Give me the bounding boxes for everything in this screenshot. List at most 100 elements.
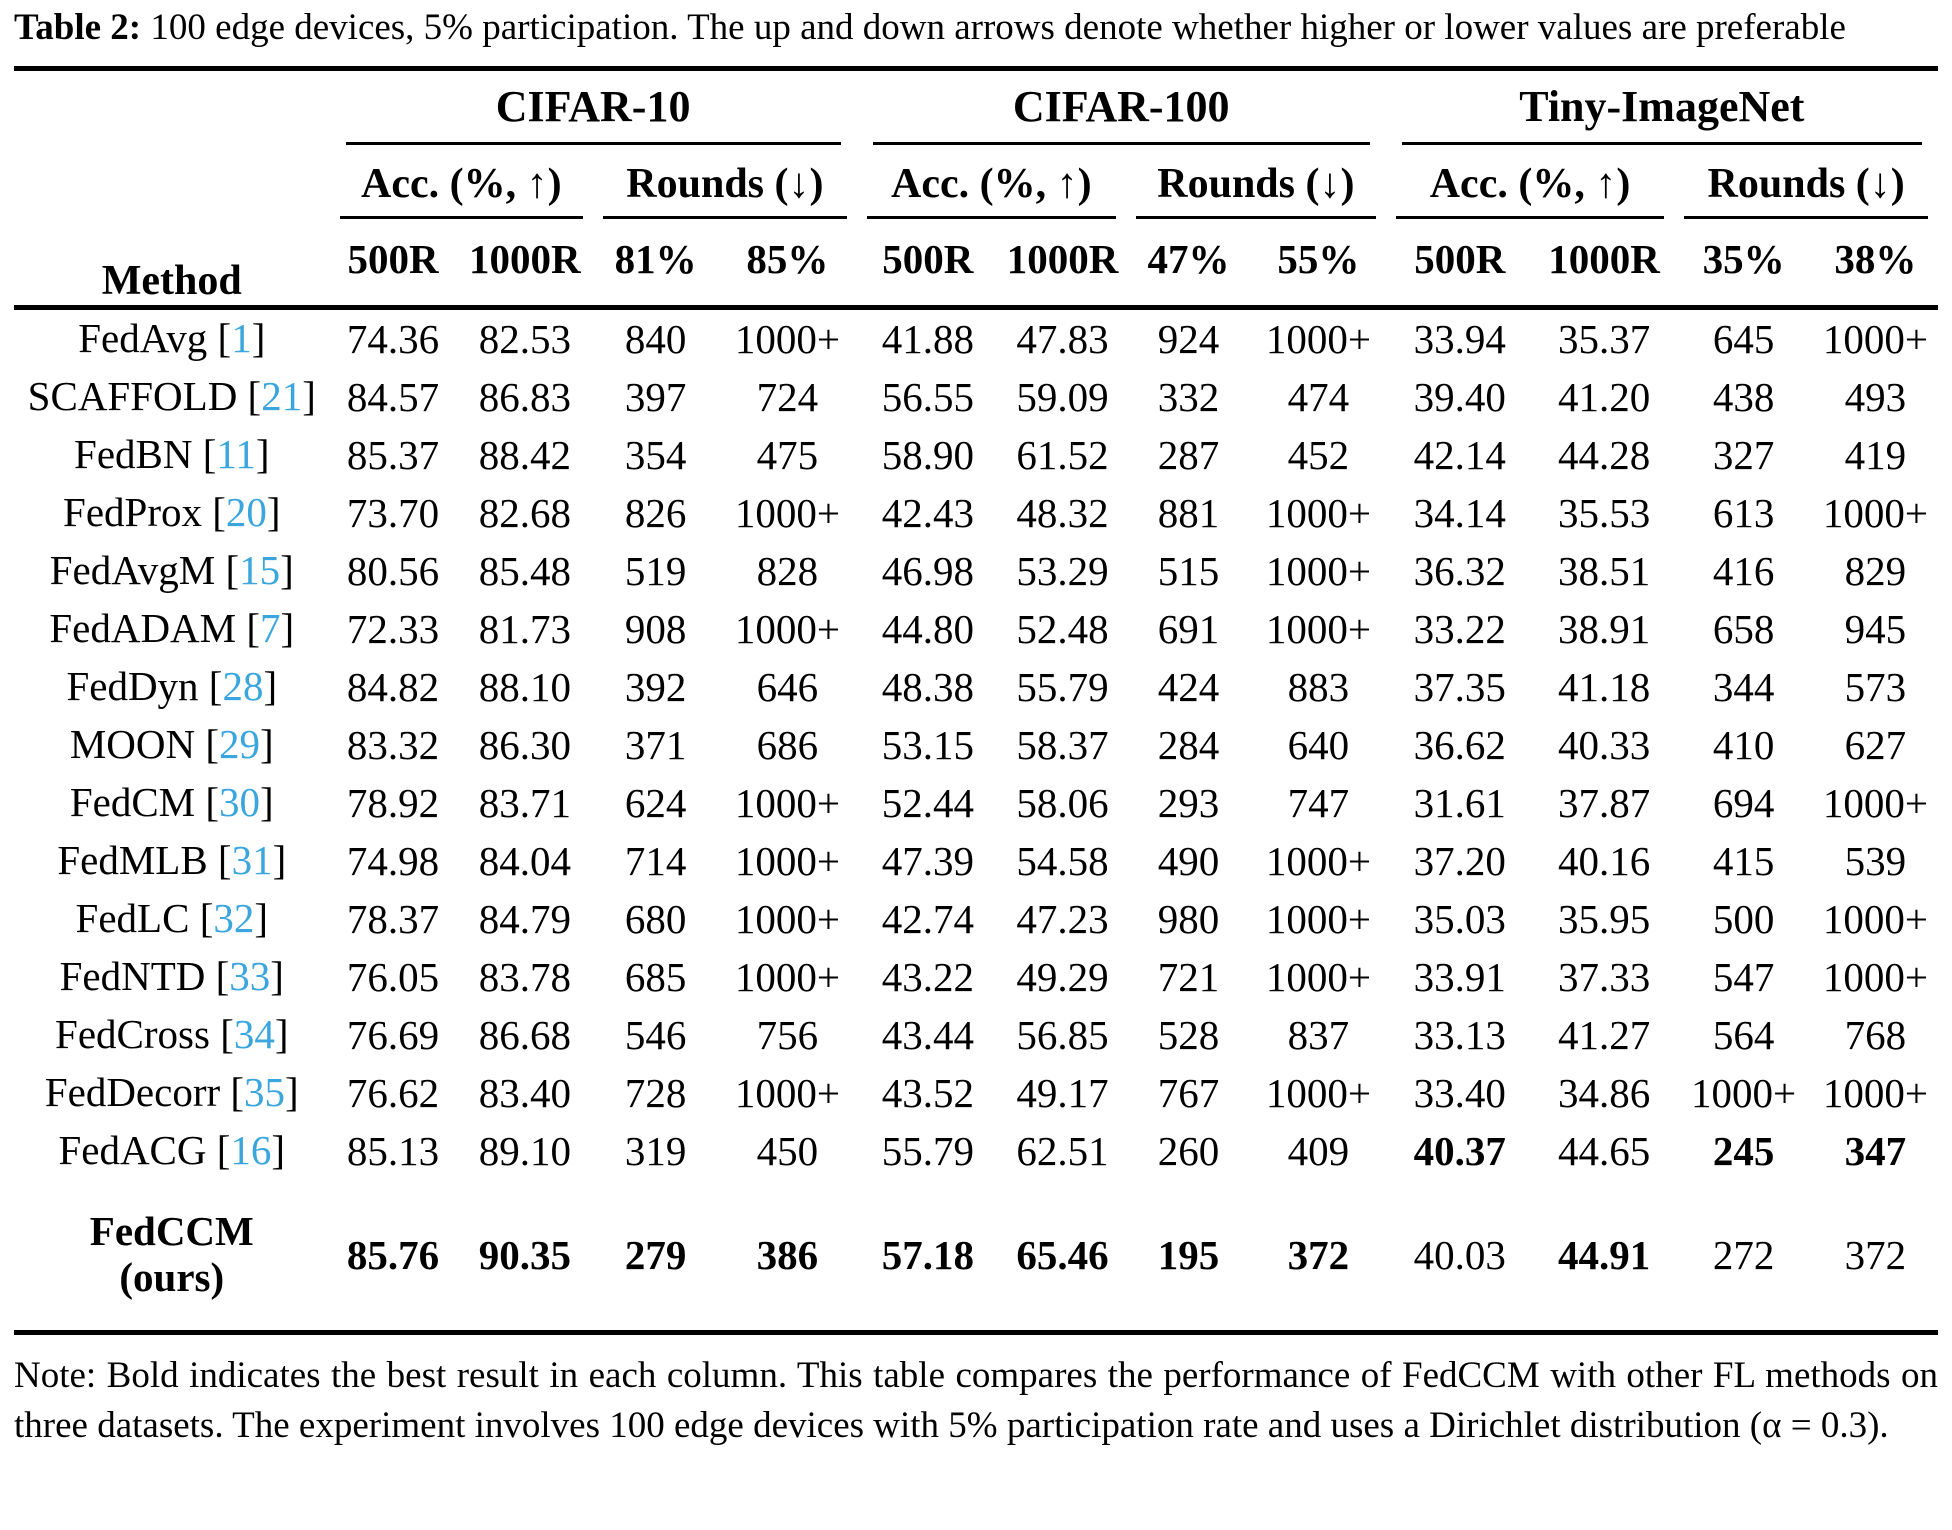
caption-text: 100 edge devices, 5% participation. The … bbox=[150, 7, 1846, 48]
value-cell: 547 bbox=[1712, 954, 1775, 1000]
value-cell: 40.33 bbox=[1557, 722, 1651, 768]
citation-link[interactable]: 29 bbox=[219, 721, 261, 768]
citation-link[interactable]: 16 bbox=[230, 1127, 272, 1174]
value-cell: 55.79 bbox=[881, 1128, 974, 1174]
citation-link[interactable]: 31 bbox=[231, 837, 273, 884]
rounds-header-cifar10: Rounds (↓) bbox=[593, 145, 857, 219]
value-cell: 416 bbox=[1712, 548, 1775, 594]
value-cell: 33.91 bbox=[1413, 954, 1506, 1000]
value-cell: 386 bbox=[718, 1180, 857, 1335]
value-cell: 41.20 bbox=[1557, 374, 1651, 420]
dataset-title: CIFAR-100 bbox=[1012, 82, 1230, 131]
citation-link[interactable]: 34 bbox=[233, 1011, 275, 1058]
value-cell: 284 bbox=[1157, 722, 1220, 768]
method-name: FedCross [34] bbox=[55, 1011, 289, 1058]
value-cell: 40.03 bbox=[1385, 1180, 1534, 1335]
value-cell: 1000+ bbox=[1691, 1070, 1797, 1116]
group-header-row: Method CIFAR-10 CIFAR-100 Tiny-ImageNet bbox=[14, 66, 1938, 310]
value-cell: 47.39 bbox=[881, 838, 974, 884]
method-name: SCAFFOLD [21] bbox=[27, 373, 316, 420]
value-cell: 1000+ bbox=[734, 606, 840, 652]
value-cell: 56.85 bbox=[1016, 1012, 1109, 1058]
method-name: FedCCM bbox=[89, 1208, 254, 1255]
value-cell: 61.52 bbox=[1016, 432, 1109, 478]
subheader: 35% bbox=[1674, 219, 1813, 310]
value-cell: 48.38 bbox=[881, 664, 974, 710]
value-cell: 47.23 bbox=[1016, 896, 1109, 942]
value-cell: 1000+ bbox=[1265, 606, 1371, 652]
value-cell: 1000+ bbox=[734, 490, 840, 536]
citation-link[interactable]: 1 bbox=[231, 315, 252, 362]
value-cell: 272 bbox=[1674, 1180, 1813, 1335]
value-cell: 78.37 bbox=[346, 896, 440, 942]
caption-label: Table 2: bbox=[14, 7, 142, 48]
method-cell: FedAvg [1] bbox=[14, 308, 330, 369]
value-cell: 83.40 bbox=[478, 1070, 571, 1116]
value-cell: 43.44 bbox=[881, 1012, 974, 1058]
table-row: FedAvg [1] 74.36 82.53 840 1000+ 41.88 47.83 92… bbox=[14, 308, 1938, 369]
value-cell: 354 bbox=[624, 432, 687, 478]
citation-link[interactable]: 35 bbox=[244, 1069, 286, 1116]
value-cell: 39.40 bbox=[1413, 374, 1506, 420]
value-cell: 1000+ bbox=[1265, 954, 1371, 1000]
citation-link[interactable]: 30 bbox=[219, 779, 261, 826]
value-cell: 828 bbox=[756, 548, 819, 594]
value-cell: 90.35 bbox=[456, 1180, 594, 1335]
table-body: FedAvg [1] 74.36 82.53 840 1000+ 41.88 47.83 92… bbox=[14, 308, 1938, 1335]
value-cell: 84.57 bbox=[346, 374, 440, 420]
value-cell: 85.37 bbox=[346, 432, 440, 478]
value-cell: 88.42 bbox=[478, 432, 571, 478]
value-cell: 40.37 bbox=[1413, 1128, 1506, 1174]
method-name: FedNTD [33] bbox=[59, 953, 284, 1000]
subheader: 81% bbox=[593, 219, 719, 310]
value-cell: 640 bbox=[1287, 722, 1350, 768]
value-cell: 658 bbox=[1712, 606, 1775, 652]
value-cell: 410 bbox=[1712, 722, 1775, 768]
value-cell: 38.91 bbox=[1557, 606, 1651, 652]
value-cell: 1000+ bbox=[1265, 316, 1371, 362]
value-cell: 74.36 bbox=[346, 316, 440, 362]
value-cell: 85.76 bbox=[329, 1180, 457, 1335]
value-cell: 38.51 bbox=[1557, 548, 1651, 594]
value-cell: 36.62 bbox=[1413, 722, 1506, 768]
value-cell: 332 bbox=[1157, 374, 1220, 420]
value-cell: 44.28 bbox=[1557, 432, 1651, 478]
value-cell: 73.70 bbox=[346, 490, 440, 536]
table-row: FedLC [32] 78.37 84.79 680 1000+ 42.74 47.23 98… bbox=[14, 890, 1938, 948]
value-cell: 86.30 bbox=[478, 722, 571, 768]
method-cell: FedLC [32] bbox=[14, 890, 330, 948]
citation-link[interactable]: 32 bbox=[213, 895, 255, 942]
value-cell: 52.44 bbox=[881, 780, 974, 826]
citation-link[interactable]: 11 bbox=[216, 431, 256, 478]
citation-link[interactable]: 33 bbox=[229, 953, 271, 1000]
value-cell: 691 bbox=[1157, 606, 1220, 652]
value-cell: 528 bbox=[1157, 1012, 1220, 1058]
citation-link[interactable]: 21 bbox=[261, 373, 303, 420]
value-cell: 344 bbox=[1712, 664, 1775, 710]
value-cell: 1000+ bbox=[734, 316, 840, 362]
value-cell: 33.94 bbox=[1413, 316, 1506, 362]
table-row: SCAFFOLD [21] 84.57 86.83 397 724 56.55 59.09 3… bbox=[14, 368, 1938, 426]
value-cell: 493 bbox=[1844, 374, 1907, 420]
value-cell: 62.51 bbox=[1016, 1128, 1109, 1174]
value-cell: 58.06 bbox=[1016, 780, 1109, 826]
method-name: FedDyn [28] bbox=[66, 663, 278, 710]
value-cell: 372 bbox=[1812, 1180, 1938, 1335]
table-note: Note: Bold indicates the best result in … bbox=[14, 1355, 1938, 1446]
acc-header-tinyimagenet: Acc. (%, ↑) bbox=[1386, 145, 1675, 219]
citation-link[interactable]: 28 bbox=[222, 663, 264, 710]
value-cell: 980 bbox=[1157, 896, 1220, 942]
value-cell: 72.33 bbox=[346, 606, 440, 652]
value-cell: 55.79 bbox=[1016, 664, 1109, 710]
value-cell: 945 bbox=[1844, 606, 1907, 652]
rounds-header-cifar100: Rounds (↓) bbox=[1126, 145, 1386, 219]
citation-link[interactable]: 20 bbox=[225, 489, 267, 536]
citation-link[interactable]: 7 bbox=[260, 605, 281, 652]
value-cell: 645 bbox=[1712, 316, 1775, 362]
subheader: 1000R bbox=[1533, 219, 1675, 310]
value-cell: 65.46 bbox=[999, 1180, 1127, 1335]
citation-link[interactable]: 15 bbox=[239, 547, 281, 594]
acc-label: Acc. (%, ↑) bbox=[361, 161, 562, 207]
value-cell: 908 bbox=[624, 606, 687, 652]
table-row: FedNTD [33] 76.05 83.78 685 1000+ 43.22 49.29 7… bbox=[14, 948, 1938, 1006]
